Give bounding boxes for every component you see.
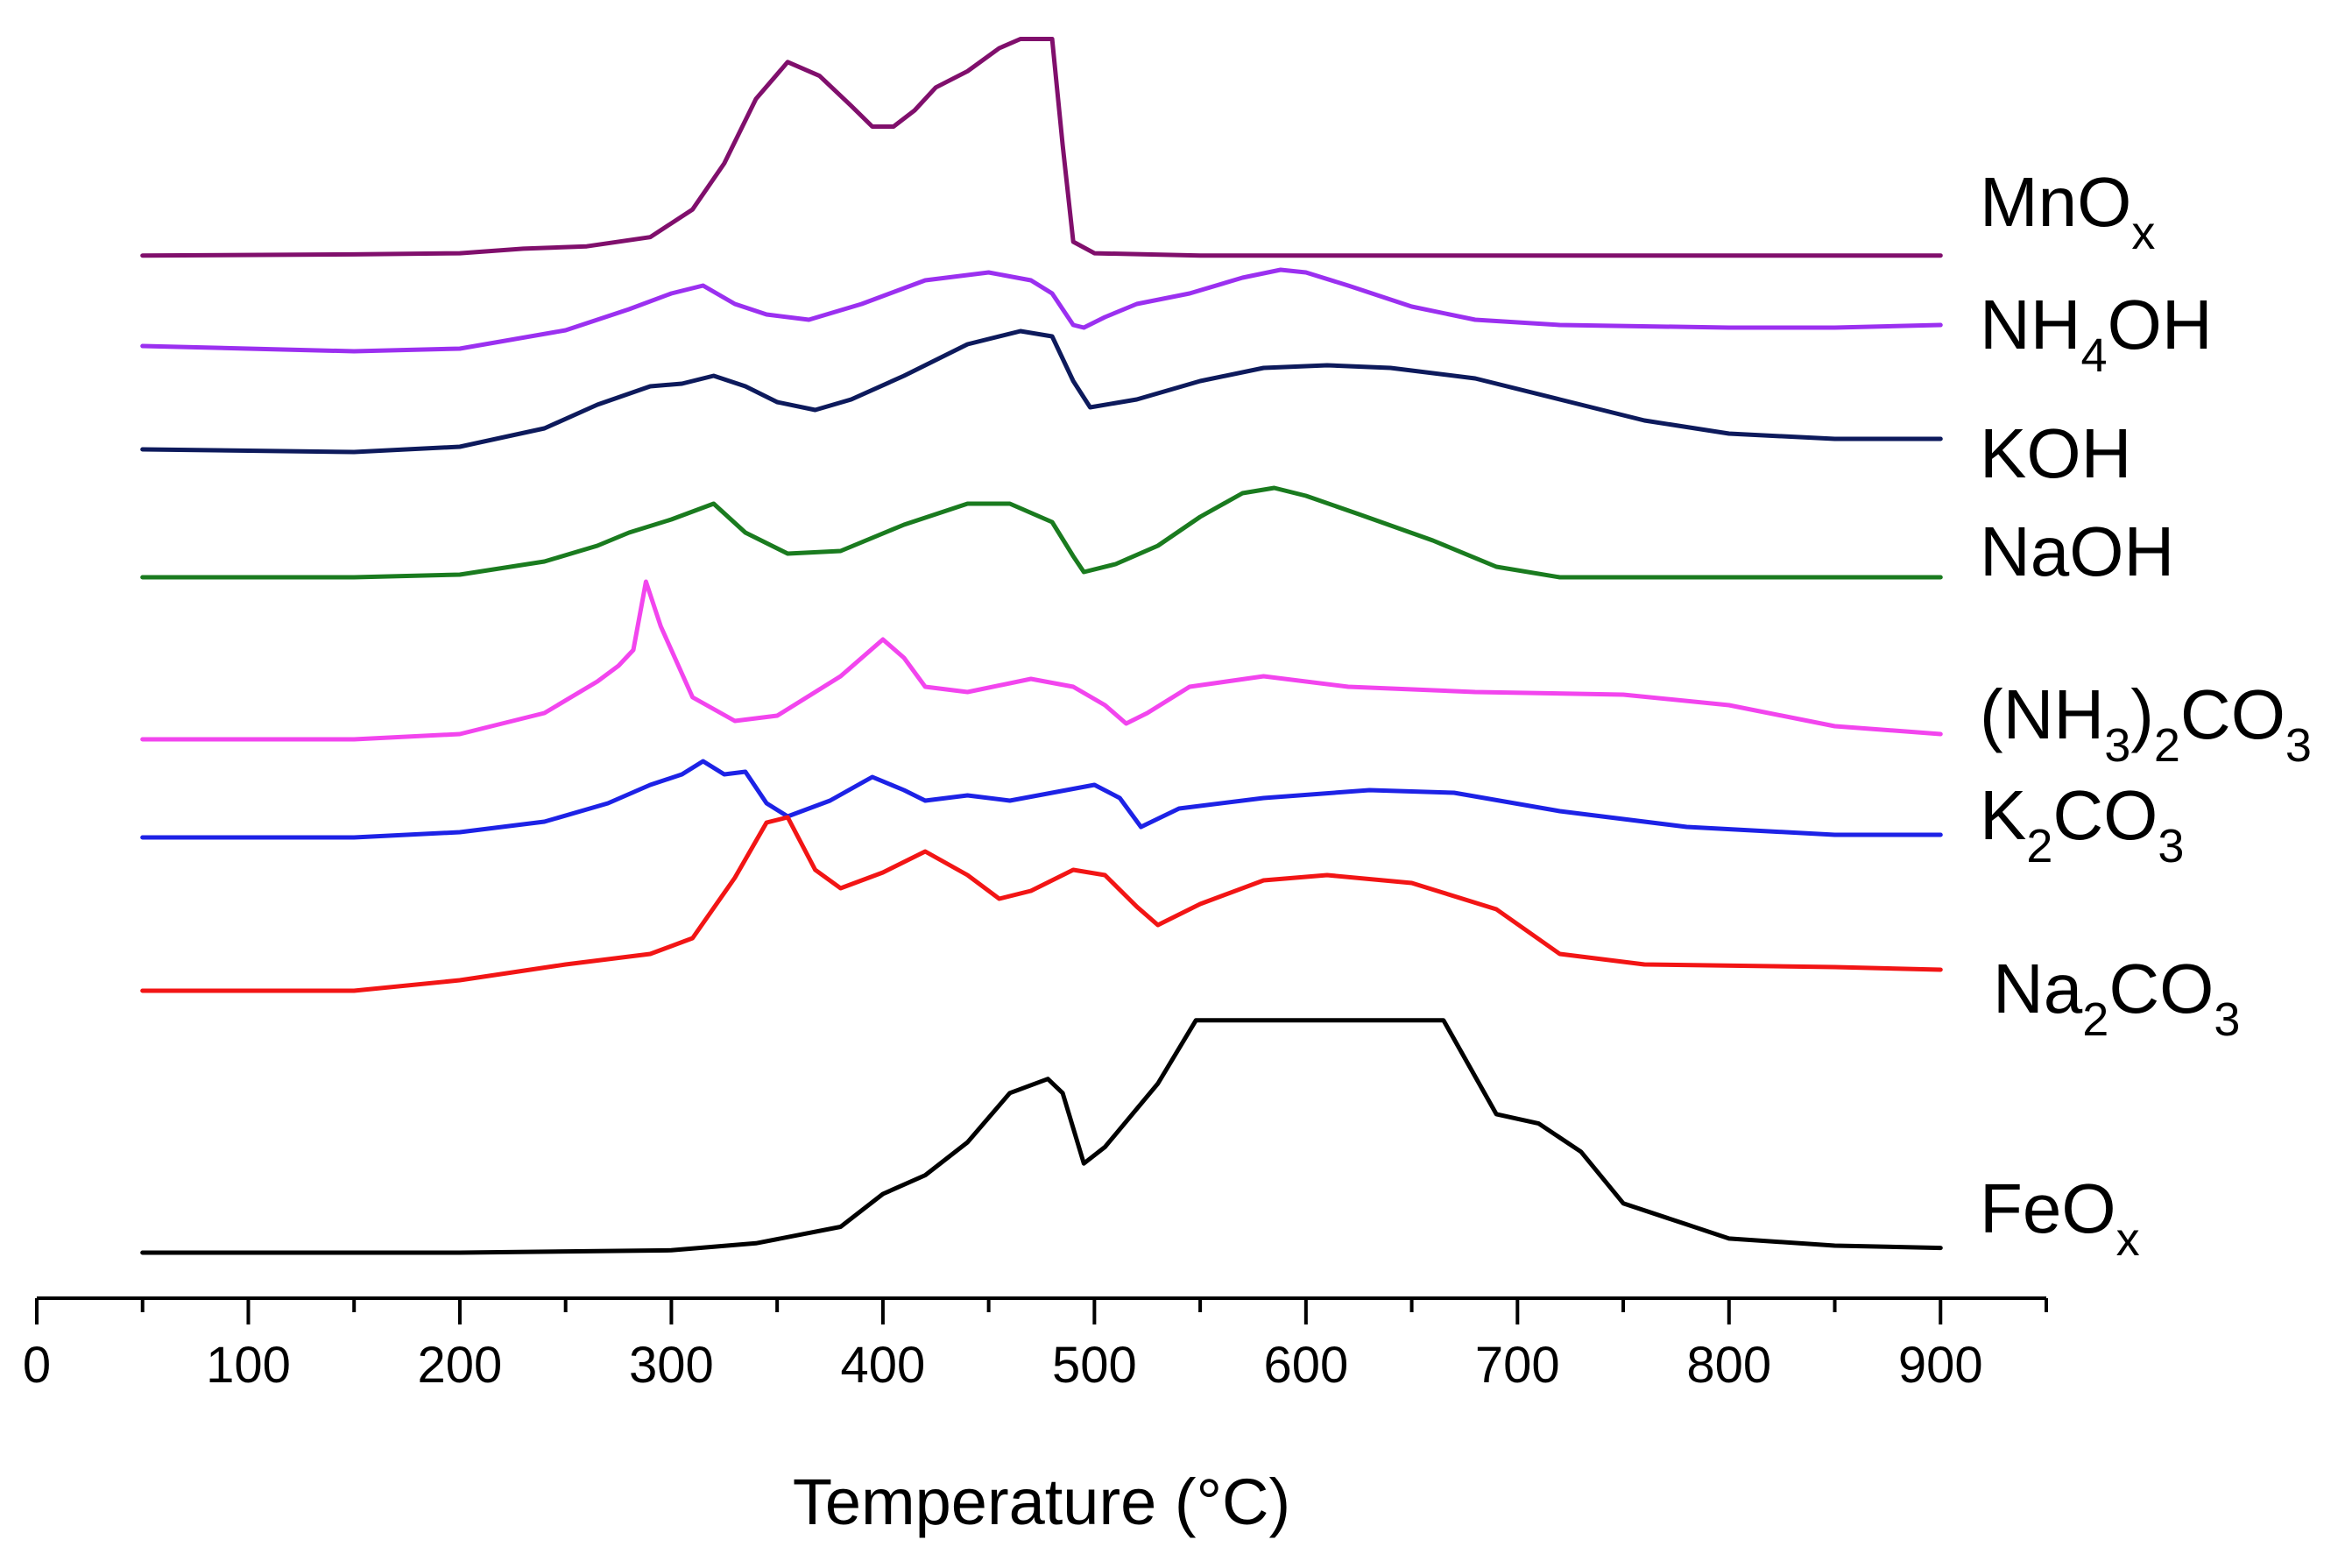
- x-tick-label: 300: [629, 1337, 714, 1394]
- x-ticks-group: 0 100 200 300 400 500 600 700 800 900: [23, 1298, 2048, 1394]
- series-label: (NH3)2CO3: [1980, 675, 2312, 772]
- x-tick-label: 100: [206, 1337, 291, 1394]
- x-axis-label: Temperature (°C): [793, 1466, 1290, 1538]
- curves-group: [140, 37, 1943, 1255]
- series-line-koh: [140, 328, 1943, 455]
- series-label: MnOx: [1980, 163, 2155, 259]
- x-tick-label: 0: [23, 1337, 51, 1394]
- series-label: Na2CO3: [1993, 950, 2240, 1046]
- series-line-nh4oh: [140, 267, 1943, 354]
- series-line-naoh: [140, 485, 1943, 580]
- x-tick-label: 800: [1686, 1337, 1771, 1394]
- series-label: FeOx: [1980, 1169, 2140, 1266]
- x-tick-label: 700: [1475, 1337, 1560, 1394]
- x-tick-label: 400: [841, 1337, 926, 1394]
- x-tick-label: 500: [1052, 1337, 1137, 1394]
- series-line-mnox: [140, 37, 1943, 258]
- series-line-feox: [140, 1018, 1943, 1255]
- series-line-k2co3: [140, 759, 1943, 840]
- series-label: KOH: [1980, 414, 2131, 492]
- series-line-na2co3: [140, 815, 1943, 993]
- series-label: K2CO3: [1980, 776, 2184, 872]
- series-label: NaOH: [1980, 512, 2174, 590]
- x-tick-label: 200: [418, 1337, 503, 1394]
- x-tick-label: 600: [1263, 1337, 1348, 1394]
- x-tick-label: 900: [1898, 1337, 1983, 1394]
- series-label: NH4OH: [1980, 286, 2213, 382]
- series-line-nh32co3: [140, 579, 1943, 742]
